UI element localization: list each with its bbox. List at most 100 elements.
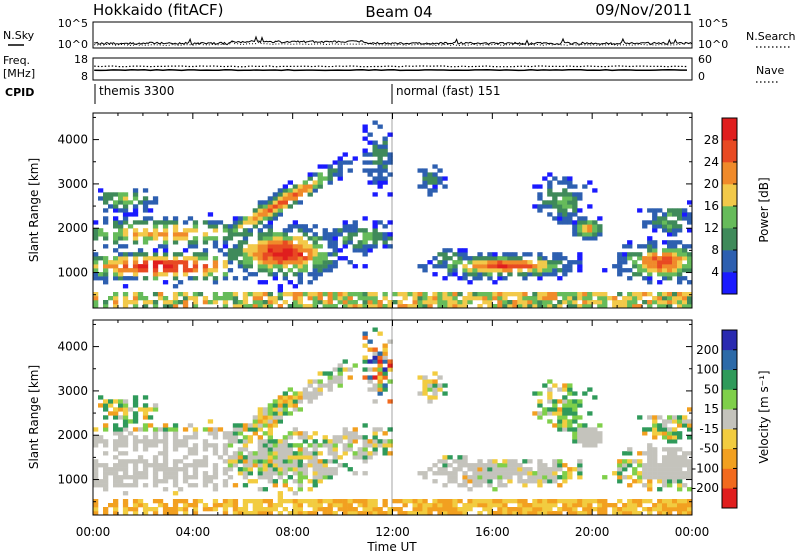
power-cell: [93, 232, 99, 237]
velocity-cell: [98, 395, 104, 400]
velocity-cells: [93, 327, 697, 515]
velocity-cell: [232, 511, 239, 515]
power-cell: [118, 200, 124, 205]
velocity-cell: [527, 503, 533, 508]
velocity-cell: [372, 359, 378, 364]
velocity-cell: [477, 511, 483, 515]
power-cell: [192, 264, 199, 269]
velocity-cell: [262, 447, 268, 452]
velocity-cell: [692, 511, 697, 515]
power-cell: [347, 304, 353, 308]
power-cell: [93, 304, 99, 308]
velocity-cell: [177, 459, 184, 464]
power-cell: [657, 256, 663, 261]
nave-trace: [94, 65, 688, 68]
y-tick-label: 2000: [57, 428, 88, 442]
velocity-cell: [587, 443, 593, 448]
velocity-cell: [312, 483, 318, 488]
power-cell: [192, 240, 199, 245]
power-cell: [632, 272, 638, 277]
velocity-cell: [572, 407, 578, 412]
velocity-cell: [227, 431, 234, 436]
power-cell: [662, 228, 668, 233]
power-cell: [272, 208, 278, 213]
power-cell: [152, 292, 159, 297]
power-cell: [432, 272, 438, 277]
velocity-cell: [122, 427, 129, 432]
power-cell: [552, 304, 558, 308]
velocity-cell: [222, 431, 229, 436]
power-cell: [522, 300, 528, 305]
power-cell: [257, 304, 263, 308]
power-cell: [162, 224, 169, 229]
velocity-cell: [662, 431, 668, 436]
velocity-cell: [103, 483, 109, 488]
velocity-cell: [602, 511, 608, 515]
power-cell: [682, 292, 688, 297]
velocity-cell: [247, 455, 253, 460]
velocity-cell: [637, 459, 643, 464]
power-cell: [662, 268, 668, 273]
velocity-cell: [122, 471, 129, 476]
power-cell: [672, 244, 678, 249]
power-cell: [677, 256, 683, 261]
power-cell: [562, 180, 568, 185]
power-cell: [232, 296, 239, 301]
power-cell: [417, 304, 423, 308]
velocity-cell: [127, 407, 134, 412]
velocity-cell: [207, 419, 214, 424]
power-cell: [502, 264, 508, 269]
velocity-cell: [287, 451, 293, 456]
power-cell: [152, 236, 159, 241]
power-cell: [152, 304, 159, 308]
power-cell: [103, 192, 109, 197]
velocity-cell: [367, 511, 373, 515]
velocity-cell: [267, 503, 273, 508]
power-cell: [317, 180, 323, 185]
velocity-cell: [597, 431, 603, 436]
power-cell: [152, 200, 159, 205]
velocity-cell: [442, 391, 448, 396]
power-cell: [582, 224, 588, 229]
power-cell: [562, 204, 568, 209]
velocity-cell: [267, 475, 273, 480]
power-cell: [277, 208, 283, 213]
velocity-cell: [103, 467, 109, 472]
power-cell: [542, 260, 548, 265]
power-cell: [182, 256, 189, 261]
power-cell: [372, 120, 378, 125]
power-cell: [552, 252, 558, 257]
power-cell: [212, 276, 219, 281]
power-cell: [93, 272, 99, 277]
velocity-cell: [602, 507, 608, 512]
velocity-cell: [222, 459, 229, 464]
power-cell: [382, 236, 388, 241]
power-cell: [322, 260, 328, 265]
power-cell: [547, 204, 553, 209]
power-cell: [212, 244, 219, 249]
velocity-cell: [98, 479, 104, 484]
velocity-cell: [612, 511, 618, 515]
power-cell: [257, 220, 263, 225]
velocity-cell: [242, 499, 249, 504]
power-cell: [113, 268, 119, 273]
power-cell: [287, 268, 293, 273]
power-cell: [692, 304, 697, 308]
power-cell: [382, 144, 388, 149]
power-cell: [517, 300, 523, 305]
velocity-cell: [113, 479, 119, 484]
power-cell: [182, 272, 189, 277]
power-cell: [247, 260, 253, 265]
velocity-cell: [557, 411, 563, 416]
velocity-cell: [152, 511, 159, 515]
colorbar-swatch: [722, 409, 737, 430]
power-cell: [282, 252, 288, 257]
velocity-cell: [442, 511, 448, 515]
power-cell: [297, 244, 303, 249]
velocity-cell: [347, 439, 353, 444]
velocity-cell: [382, 499, 388, 504]
power-cell: [277, 196, 283, 201]
velocity-cell: [572, 411, 578, 416]
velocity-cell: [372, 347, 378, 352]
velocity-cell: [672, 499, 678, 504]
